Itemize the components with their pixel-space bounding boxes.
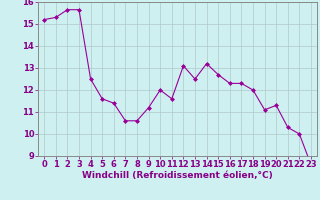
X-axis label: Windchill (Refroidissement éolien,°C): Windchill (Refroidissement éolien,°C) (82, 171, 273, 180)
